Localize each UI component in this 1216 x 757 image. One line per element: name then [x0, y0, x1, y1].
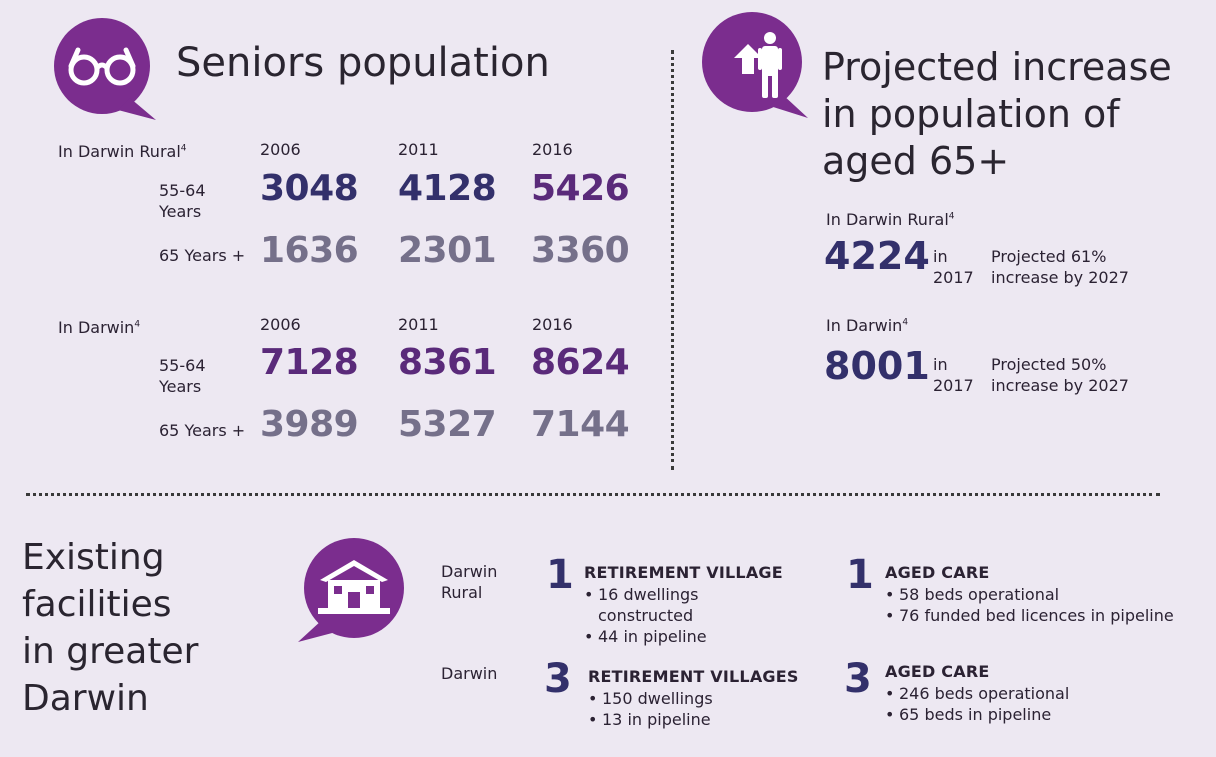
list-item: • 13 in pipeline — [588, 710, 711, 729]
list-item: constructed — [598, 606, 694, 625]
value-cell: 3048 — [260, 168, 359, 209]
house-icon — [298, 538, 404, 642]
row-label: 65 Years + — [159, 421, 246, 440]
projected-label-darwin-rural: In Darwin Rural4 — [826, 210, 955, 229]
list-item: • 58 beds operational — [885, 585, 1060, 604]
village-list: • 150 dwellings • 13 in pipeline — [588, 688, 713, 730]
care-title: AGED CARE — [885, 563, 990, 582]
year-header: 2011 — [398, 315, 439, 334]
group-label-darwin-rural: In Darwin Rural4 — [58, 142, 187, 161]
seniors-title: Seniors population — [176, 40, 550, 86]
care-list: • 246 beds operational • 65 beds in pipeli… — [885, 683, 1069, 725]
list-item: • 150 dwellings — [588, 689, 713, 708]
year-header: 2016 — [532, 140, 573, 159]
list-item: • 65 beds in pipeline — [885, 705, 1052, 724]
value-cell: 7128 — [260, 342, 359, 383]
year-header: 2006 — [260, 140, 301, 159]
value-cell: 4128 — [398, 168, 497, 209]
list-item: • 246 beds operational — [885, 684, 1070, 703]
person-up-arrow-icon — [702, 12, 808, 118]
value-cell: 7144 — [531, 404, 630, 445]
projected-title: Projected increase in population of aged… — [822, 45, 1172, 183]
glasses-icon — [54, 18, 156, 120]
value-cell: 1636 — [260, 230, 359, 271]
projected-note: Projected 50% increase by 2027 — [991, 355, 1129, 395]
care-count: 1 — [846, 552, 874, 598]
row-label: 55-64 Years — [159, 181, 206, 221]
vertical-divider — [671, 50, 674, 470]
row-label: 55-64 Years — [159, 356, 206, 396]
village-title: RETIREMENT VILLAGE — [584, 563, 783, 582]
facilities-title: Existing facilities in greater Darwin — [22, 537, 199, 719]
care-list: • 58 beds operational • 76 funded bed lice… — [885, 584, 1174, 626]
value-cell: 8361 — [398, 342, 497, 383]
care-title: AGED CARE — [885, 662, 990, 681]
village-list: • 16 dwellings constructed • 44 in pipelin… — [584, 584, 707, 647]
projected-year: in 2017 — [933, 355, 974, 395]
village-count: 1 — [546, 552, 574, 598]
year-header: 2016 — [532, 315, 573, 334]
value-cell: 5327 — [398, 404, 497, 445]
projected-value: 8001 — [824, 344, 930, 388]
value-cell: 2301 — [398, 230, 497, 271]
care-count: 3 — [844, 656, 872, 702]
region-label: Darwin Rural — [441, 562, 498, 602]
horizontal-divider — [26, 493, 1160, 496]
row-label: 65 Years + — [159, 246, 246, 265]
list-item: • 76 funded bed licences in pipeline — [885, 606, 1174, 625]
year-header: 2006 — [260, 315, 301, 334]
projected-label-darwin: In Darwin4 — [826, 316, 909, 335]
year-header: 2011 — [398, 140, 439, 159]
group-label-darwin: In Darwin4 — [58, 318, 141, 337]
village-count: 3 — [544, 656, 572, 702]
value-cell: 8624 — [531, 342, 630, 383]
list-item: • 16 dwellings — [584, 585, 699, 604]
projected-value: 4224 — [824, 234, 930, 278]
region-label: Darwin — [441, 664, 498, 683]
list-item: • 44 in pipeline — [584, 627, 707, 646]
projected-year: in 2017 — [933, 247, 974, 287]
value-cell: 3989 — [260, 404, 359, 445]
village-title: RETIREMENT VILLAGES — [588, 667, 799, 686]
value-cell: 5426 — [531, 168, 630, 209]
value-cell: 3360 — [531, 230, 630, 271]
projected-note: Projected 61% increase by 2027 — [991, 247, 1129, 287]
